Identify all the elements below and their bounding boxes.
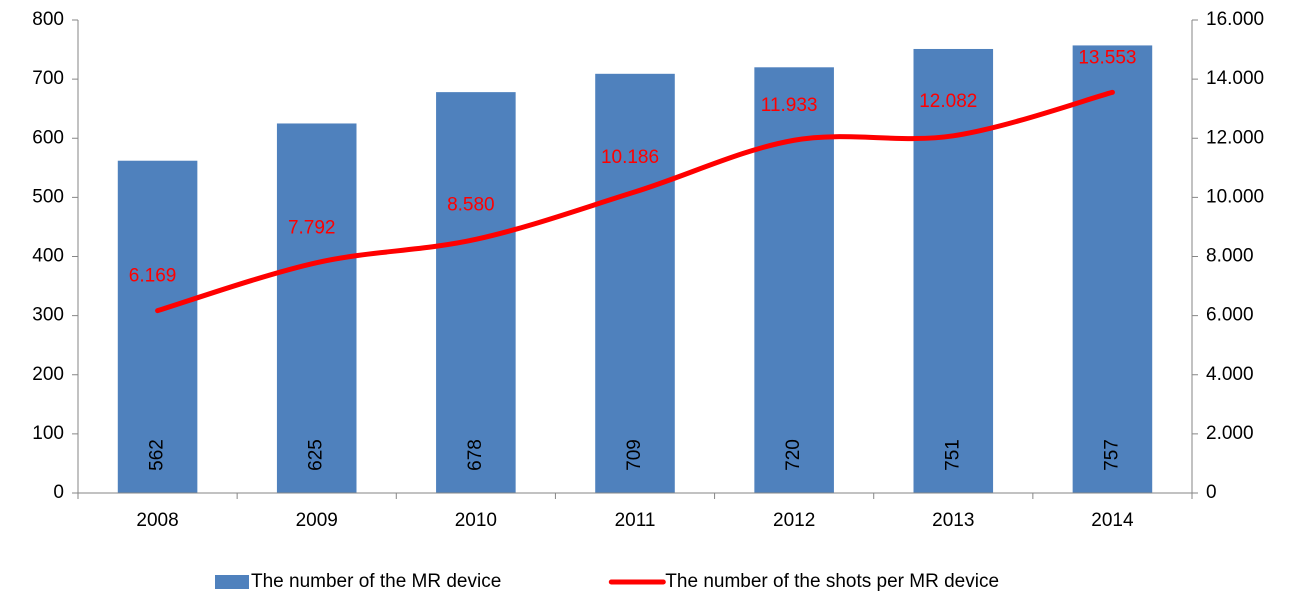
y2-tick-label: 8.000 (1206, 246, 1254, 267)
bar (117, 160, 198, 493)
bar-value-label: 720 (783, 439, 804, 471)
bar (276, 123, 357, 493)
bar-value-label: 625 (306, 439, 327, 471)
y2-tick-label: 16.000 (1206, 9, 1264, 30)
line-value-label: 8.580 (447, 194, 495, 215)
y-tick-label: 0 (53, 482, 64, 503)
y2-tick-label: 12.000 (1206, 127, 1264, 148)
bar (913, 48, 994, 493)
line-value-label: 7.792 (288, 218, 336, 239)
bar-value-label: 751 (942, 439, 963, 471)
x-tick-label: 2014 (1091, 510, 1134, 531)
line-value-label: 12.082 (919, 91, 977, 112)
bar-value-label: 757 (1101, 439, 1122, 471)
y-tick-label: 400 (32, 246, 64, 267)
legend-label: The number of the shots per MR device (665, 571, 999, 592)
y-tick-label: 800 (32, 9, 64, 30)
line-value-label: 13.553 (1078, 47, 1136, 68)
bar (595, 73, 675, 494)
bar-value-label: 678 (465, 439, 486, 471)
line (155, 89, 1115, 314)
line-value-label: 10.186 (601, 147, 659, 168)
bar-value-label: 709 (624, 439, 645, 471)
bar (754, 67, 834, 494)
legend-label: The number of the MR device (251, 571, 501, 592)
line-value-label: 6.169 (129, 266, 177, 287)
x-tick-label: 2008 (136, 510, 178, 531)
bar (436, 92, 516, 493)
y-tick-label: 100 (32, 423, 64, 444)
y2-tick-label: 10.000 (1206, 186, 1264, 207)
y-tick-label: 500 (32, 186, 64, 207)
line-value-label: 11.933 (761, 95, 818, 116)
x-tick-label: 2009 (296, 510, 338, 531)
x-tick-label: 2012 (773, 510, 815, 531)
y2-tick-label: 0 (1206, 482, 1217, 503)
bar (1072, 45, 1153, 494)
y-tick-label: 600 (32, 127, 64, 148)
x-tick-label: 2011 (615, 510, 656, 531)
y-tick-label: 200 (32, 364, 64, 385)
bar-value-label: 562 (147, 439, 168, 471)
x-tick-label: 2013 (932, 510, 974, 531)
x-tick-label: 2010 (455, 510, 497, 531)
y2-tick-label: 4.000 (1206, 364, 1254, 385)
y2-tick-label: 14.000 (1206, 68, 1264, 89)
legend-swatch (215, 575, 249, 589)
y-tick-label: 300 (32, 305, 64, 326)
y-tick-label: 700 (32, 68, 64, 89)
y2-tick-label: 2.000 (1206, 423, 1254, 444)
y2-tick-label: 6.000 (1206, 305, 1254, 326)
